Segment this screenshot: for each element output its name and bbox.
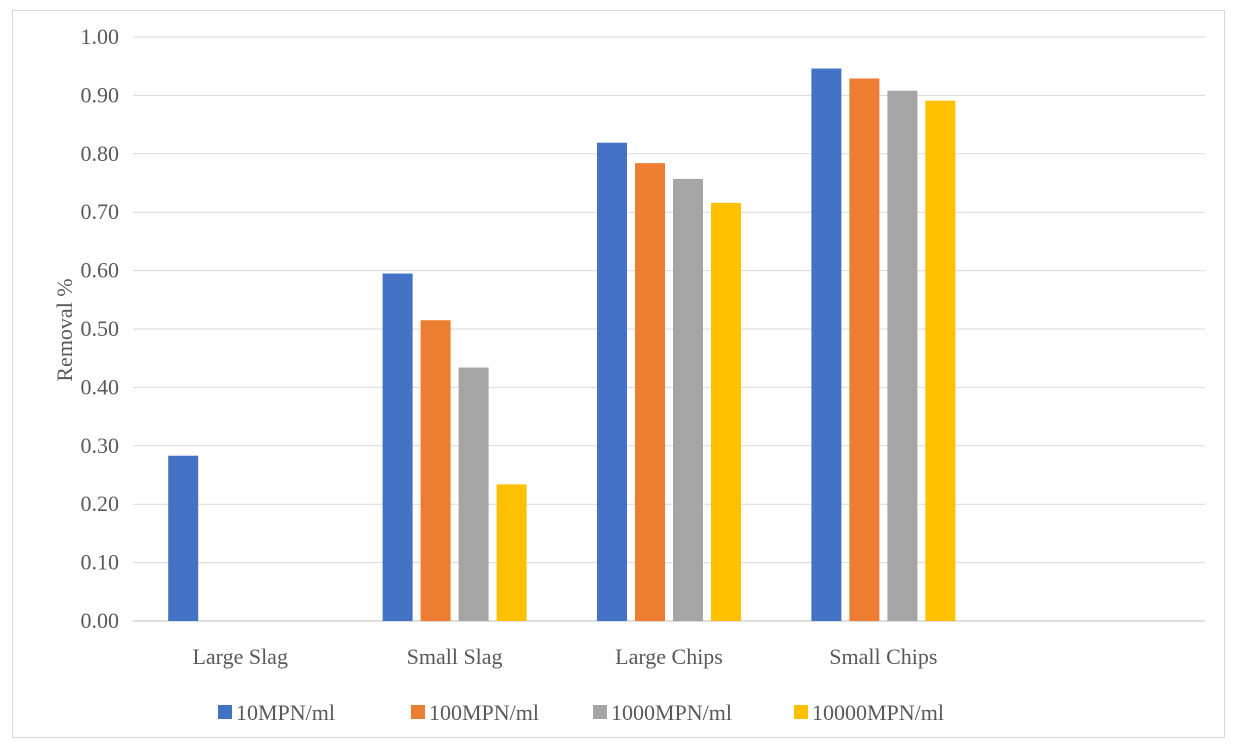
y-tick-label: 0.20 — [81, 491, 120, 516]
bar — [597, 142, 627, 622]
bar — [382, 273, 413, 621]
y-tick-label: 0.50 — [81, 316, 120, 341]
y-tick-label: 0.90 — [81, 82, 120, 107]
bar — [168, 455, 199, 621]
x-category-label: Large Chips — [615, 644, 723, 669]
bar — [711, 202, 741, 621]
bar — [458, 367, 489, 621]
y-tick-label: 0.60 — [81, 258, 120, 283]
y-tick-label: 0.80 — [81, 141, 120, 166]
bar — [925, 100, 956, 621]
bar — [496, 484, 527, 621]
y-axis-title: Removal % — [52, 278, 77, 381]
y-tick-label: 0.70 — [81, 199, 120, 224]
bar — [887, 90, 918, 621]
y-tick-label: 0.00 — [81, 608, 120, 633]
legend-swatch — [794, 705, 808, 719]
y-tick-label: 0.40 — [81, 374, 120, 399]
bar — [420, 320, 451, 621]
x-category-label: Large Slag — [192, 644, 288, 669]
y-tick-labels: 0.00 0.10 0.20 0.30 0.40 0.50 0.60 0.70 0.80 0.90… — [81, 24, 120, 633]
legend-label: 10MPN/ml — [236, 700, 335, 725]
bar — [635, 163, 665, 622]
legend-swatch — [218, 705, 232, 719]
legend: 10MPN/ml 100MPN/ml 1000MPN/ml 10000MPN/ml — [218, 700, 944, 725]
legend-swatch — [593, 705, 607, 719]
bars — [168, 68, 956, 622]
x-category-labels: Large Slag Small Slag Large Chips Small Chi… — [192, 644, 937, 669]
bar — [849, 78, 880, 622]
bar — [673, 178, 703, 622]
legend-label: 1000MPN/ml — [611, 700, 732, 725]
y-tick-label: 0.10 — [81, 550, 120, 575]
x-category-label: Small Slag — [407, 644, 503, 669]
legend-label: 100MPN/ml — [429, 700, 539, 725]
legend-swatch — [411, 705, 425, 719]
y-tick-label: 0.30 — [81, 433, 120, 458]
bar — [811, 68, 842, 621]
gridlines — [133, 36, 1205, 622]
y-tick-label: 1.00 — [81, 24, 120, 49]
x-category-label: Small Chips — [829, 644, 937, 669]
legend-label: 10000MPN/ml — [812, 700, 944, 725]
